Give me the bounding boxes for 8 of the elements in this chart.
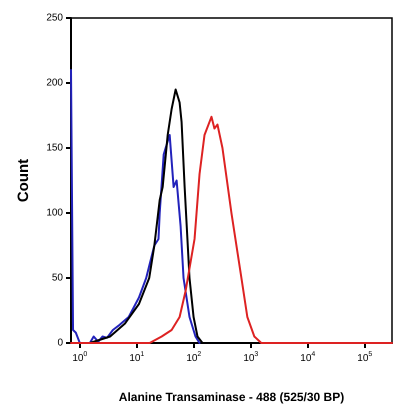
y-tick-label: 0 — [57, 338, 64, 348]
y-tick-label: 50 — [52, 272, 64, 284]
y-tick-label: 200 — [46, 78, 64, 88]
y-tick-label: 150 — [46, 142, 64, 154]
y-tick-label: 100 — [46, 208, 64, 218]
y-tick-label: 250 — [46, 12, 64, 24]
x-axis-title: Alanine Transaminase - 488 (525/30 BP) — [118, 390, 344, 404]
y-axis-title: Count — [15, 158, 32, 202]
